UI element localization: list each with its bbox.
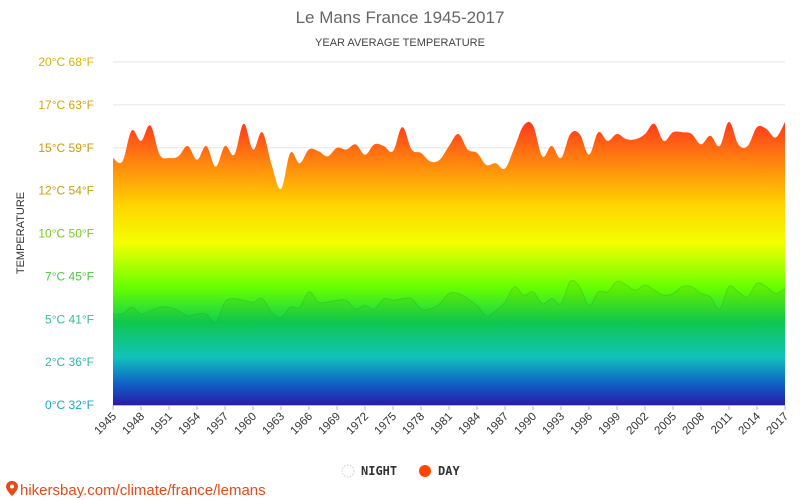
x-tick-label: 1957 — [205, 411, 232, 438]
x-tick-label: 1945 — [93, 411, 120, 438]
x-axis-ticks: 1945 1948 1951 1954 1957 1960 1963 1966 1969 1972… — [93, 405, 792, 438]
x-tick-label: 2017 — [765, 411, 792, 438]
legend-night-swatch — [341, 464, 355, 478]
x-tick-label: 1948 — [121, 411, 148, 438]
source-url[interactable]: hikersbay.com/climate/france/lemans — [20, 482, 266, 499]
legend-day-swatch — [419, 465, 431, 477]
x-tick-label: 1954 — [177, 410, 204, 437]
x-tick-label: 1963 — [261, 411, 288, 438]
night-series-line — [112, 279, 786, 324]
x-tick-label: 1990 — [513, 411, 540, 438]
legend-night-label: NIGHT — [361, 464, 397, 478]
x-tick-label: 1972 — [345, 411, 372, 438]
y-tick-label: 15°C 59°F — [38, 141, 94, 155]
night-series-area — [113, 280, 785, 405]
x-tick-label: 1999 — [597, 411, 624, 438]
legend-day-label: DAY — [438, 464, 460, 478]
y-tick-label: 2°C 36°F — [45, 355, 94, 369]
x-tick-label: 1951 — [149, 411, 176, 438]
y-tick-label: 0°C 32°F — [45, 398, 94, 412]
y-tick-label: 17°C 63°F — [38, 98, 94, 112]
y-tick-label: 5°C 41°F — [45, 312, 94, 326]
x-tick-label: 2005 — [653, 411, 680, 438]
x-tick-label: 1996 — [569, 411, 596, 438]
y-tick-label: 20°C 68°F — [38, 55, 94, 69]
x-tick-label: 1966 — [289, 411, 316, 438]
y-axis-ticks: 0°C 32°F 2°C 36°F 5°C 41°F 7°C 45°F 10°C 50°… — [38, 55, 94, 412]
y-tick-label: 10°C 50°F — [38, 227, 94, 241]
x-tick-label: 1981 — [429, 411, 456, 438]
x-tick-label: 2011 — [709, 411, 735, 437]
x-tick-label: 2002 — [625, 411, 652, 438]
legend-item-day[interactable]: DAY — [419, 464, 460, 478]
y-tick-label: 7°C 45°F — [45, 269, 94, 283]
x-tick-label: 1984 — [457, 410, 484, 437]
x-tick-label: 1960 — [233, 411, 260, 438]
legend: NIGHT DAY — [341, 464, 460, 478]
plot-area — [112, 121, 786, 406]
y-axis-label: TEMPERATURE — [15, 192, 27, 274]
chart-title: Le Mans France 1945-2017 — [296, 8, 505, 27]
x-tick-label: 1993 — [541, 411, 568, 438]
legend-item-night[interactable]: NIGHT — [341, 464, 397, 478]
map-pin-icon — [6, 481, 18, 496]
x-tick-label: 2008 — [681, 411, 708, 438]
x-tick-label: 1969 — [317, 411, 344, 438]
x-tick-label: 2014 — [737, 410, 764, 437]
x-tick-label: 1975 — [373, 411, 400, 438]
y-tick-label: 12°C 54°F — [38, 184, 94, 198]
source-link[interactable]: hikersbay.com/climate/france/lemans — [6, 481, 266, 499]
x-tick-label: 1987 — [485, 411, 512, 438]
x-tick-label: 1978 — [401, 411, 428, 438]
chart-subtitle: YEAR AVERAGE TEMPERATURE — [315, 37, 485, 49]
